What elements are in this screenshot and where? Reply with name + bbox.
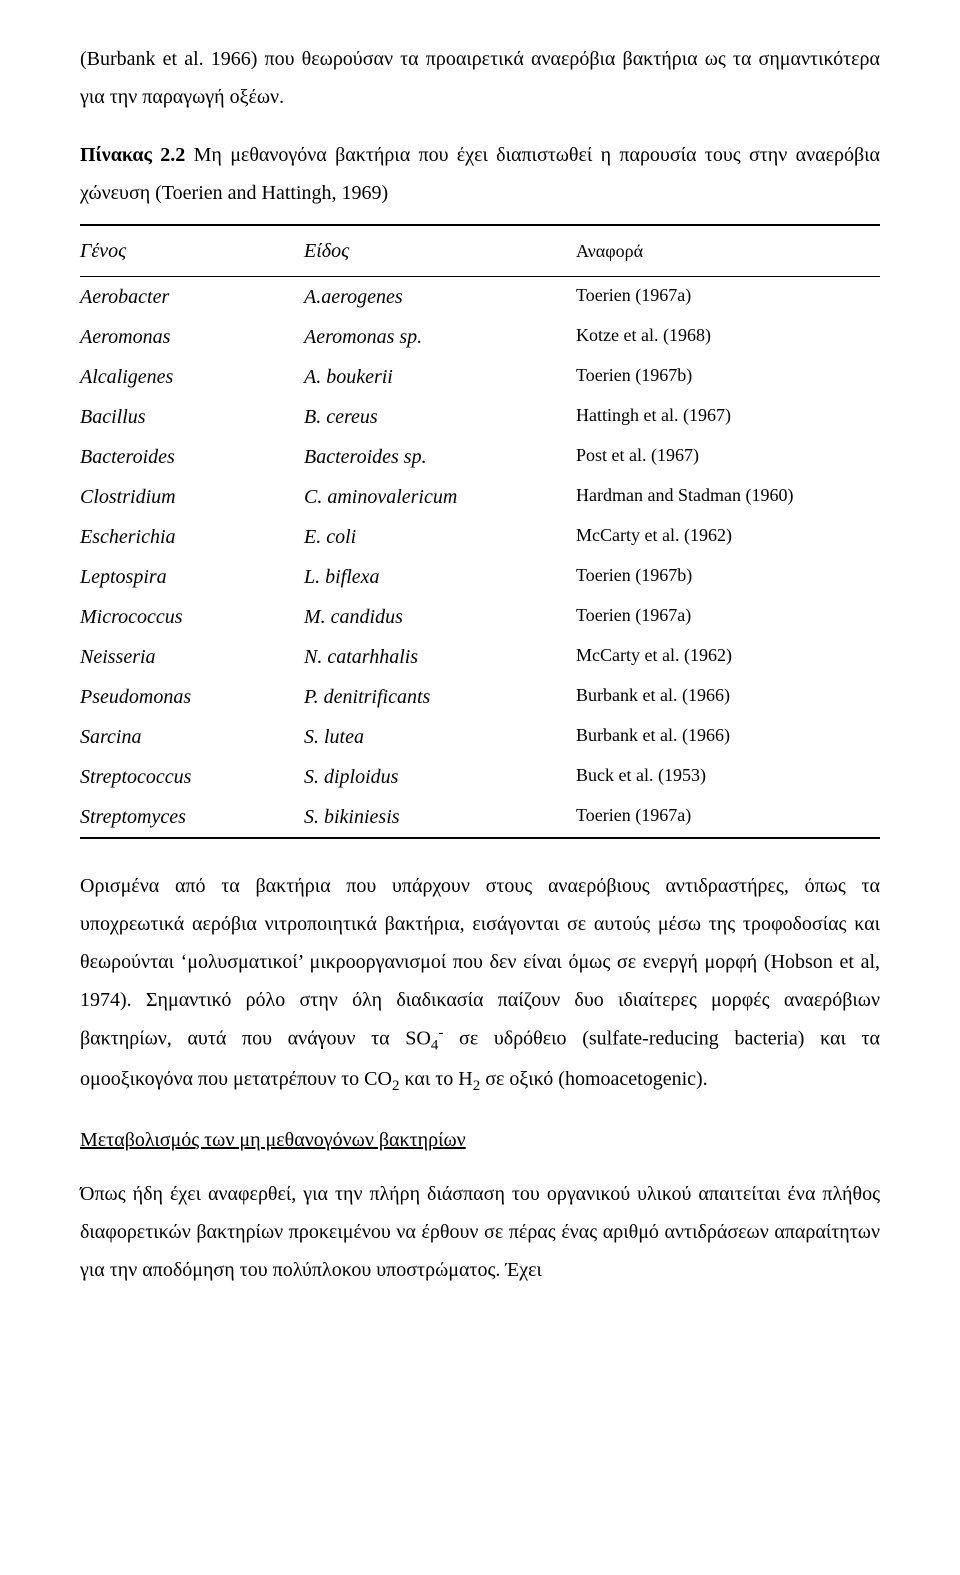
cell-ref: McCarty et al. (1962) (576, 517, 880, 557)
table-caption: Πίνακας 2.2 Μη μεθανογόνα βακτήρια που έ… (80, 136, 880, 212)
cell-ref: Post et al. (1967) (576, 437, 880, 477)
table-row: StreptomycesS. bikiniesisToerien (1967a) (80, 797, 880, 838)
table-header-row: Γένος Είδος Αναφορά (80, 225, 880, 277)
cell-ref: Kotze et al. (1968) (576, 317, 880, 357)
cell-species: A.aerogenes (304, 277, 576, 318)
cell-ref: Buck et al. (1953) (576, 757, 880, 797)
table-caption-label: Πίνακας 2.2 (80, 144, 185, 166)
cell-ref: Toerien (1967a) (576, 277, 880, 318)
table-row: BacillusB. cereusHattingh et al. (1967) (80, 397, 880, 437)
col-header-genus: Γένος (80, 225, 304, 277)
cell-ref: Burbank et al. (1966) (576, 677, 880, 717)
cell-ref: Hardman and Stadman (1960) (576, 477, 880, 517)
cell-ref: Toerien (1967a) (576, 797, 880, 838)
cell-ref: Toerien (1967a) (576, 597, 880, 637)
cell-genus: Bacillus (80, 397, 304, 437)
cell-genus: Alcaligenes (80, 357, 304, 397)
col-header-species: Είδος (304, 225, 576, 277)
final-paragraph: Όπως ήδη έχει αναφερθεί, για την πλήρη δ… (80, 1175, 880, 1289)
cell-species: N. catarhhalis (304, 637, 576, 677)
table-row: AeromonasAeromonas sp.Kotze et al. (1968… (80, 317, 880, 357)
page: (Burbank et al. 1966) που θεωρούσαν τα π… (0, 0, 960, 1575)
cell-ref: McCarty et al. (1962) (576, 637, 880, 677)
table-row: LeptospiraL. biflexaToerien (1967b) (80, 557, 880, 597)
cell-ref: Toerien (1967b) (576, 357, 880, 397)
cell-genus: Neisseria (80, 637, 304, 677)
bacteria-table: Γένος Είδος Αναφορά AerobacterA.aerogene… (80, 224, 880, 839)
table-row: BacteroidesBacteroides sp.Post et al. (1… (80, 437, 880, 477)
table-row: StreptococcusS. diploidusBuck et al. (19… (80, 757, 880, 797)
cell-genus: Aerobacter (80, 277, 304, 318)
table-body: AerobacterA.aerogenesToerien (1967a)Aero… (80, 277, 880, 839)
cell-ref: Burbank et al. (1966) (576, 717, 880, 757)
cell-species: P. denitrificants (304, 677, 576, 717)
cell-genus: Escherichia (80, 517, 304, 557)
cell-species: S. lutea (304, 717, 576, 757)
mid-paragraph: Ορισμένα από τα βακτήρια που υπάρχουν στ… (80, 867, 880, 1101)
intro-paragraph: (Burbank et al. 1966) που θεωρούσαν τα π… (80, 40, 880, 116)
cell-species: Bacteroides sp. (304, 437, 576, 477)
cell-species: C. aminovalericum (304, 477, 576, 517)
col-header-ref: Αναφορά (576, 225, 880, 277)
cell-genus: Sarcina (80, 717, 304, 757)
cell-ref: Toerien (1967b) (576, 557, 880, 597)
cell-species: S. bikiniesis (304, 797, 576, 838)
cell-genus: Streptococcus (80, 757, 304, 797)
cell-genus: Aeromonas (80, 317, 304, 357)
cell-species: B. cereus (304, 397, 576, 437)
table-row: AlcaligenesA. boukeriiToerien (1967b) (80, 357, 880, 397)
cell-species: S. diploidus (304, 757, 576, 797)
cell-genus: Streptomyces (80, 797, 304, 838)
cell-ref: Hattingh et al. (1967) (576, 397, 880, 437)
table-row: ClostridiumC. aminovalericumHardman and … (80, 477, 880, 517)
section-heading: Μεταβολισμός των μη μεθανογόνων βακτηρίω… (80, 1121, 880, 1159)
table-caption-text: Μη μεθανογόνα βακτήρια που έχει διαπιστω… (80, 144, 880, 204)
table-row: AerobacterA.aerogenesToerien (1967a) (80, 277, 880, 318)
cell-genus: Bacteroides (80, 437, 304, 477)
table-row: EscherichiaE. coliMcCarty et al. (1962) (80, 517, 880, 557)
table-row: SarcinaS. luteaBurbank et al. (1966) (80, 717, 880, 757)
cell-species: A. boukerii (304, 357, 576, 397)
cell-species: L. biflexa (304, 557, 576, 597)
cell-species: E. coli (304, 517, 576, 557)
cell-genus: Pseudomonas (80, 677, 304, 717)
table-row: NeisseriaN. catarhhalisMcCarty et al. (1… (80, 637, 880, 677)
table-row: PseudomonasP. denitrificantsBurbank et a… (80, 677, 880, 717)
cell-genus: Micrococcus (80, 597, 304, 637)
cell-genus: Clostridium (80, 477, 304, 517)
cell-genus: Leptospira (80, 557, 304, 597)
cell-species: Aeromonas sp. (304, 317, 576, 357)
table-row: MicrococcusM. candidusToerien (1967a) (80, 597, 880, 637)
cell-species: M. candidus (304, 597, 576, 637)
